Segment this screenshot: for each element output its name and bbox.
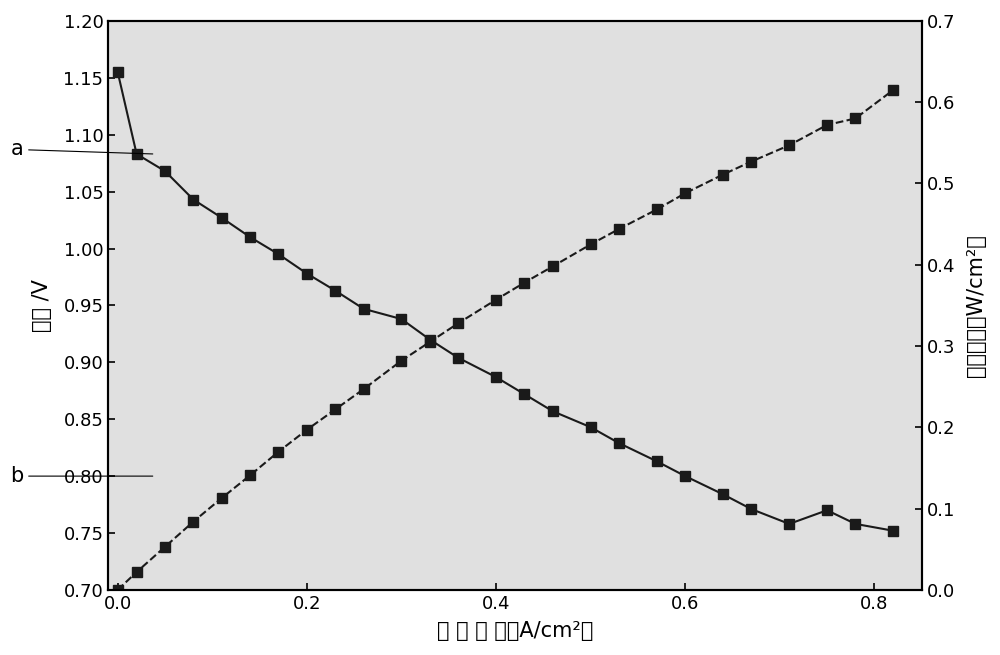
Y-axis label: 功率密度（W/cm²）: 功率密度（W/cm²） [966,234,986,377]
X-axis label: 电 流 密 度（A/cm²）: 电 流 密 度（A/cm²） [437,621,593,641]
Y-axis label: 电压 /V: 电压 /V [32,279,52,332]
Text: a: a [10,140,153,159]
Text: b: b [10,466,153,486]
